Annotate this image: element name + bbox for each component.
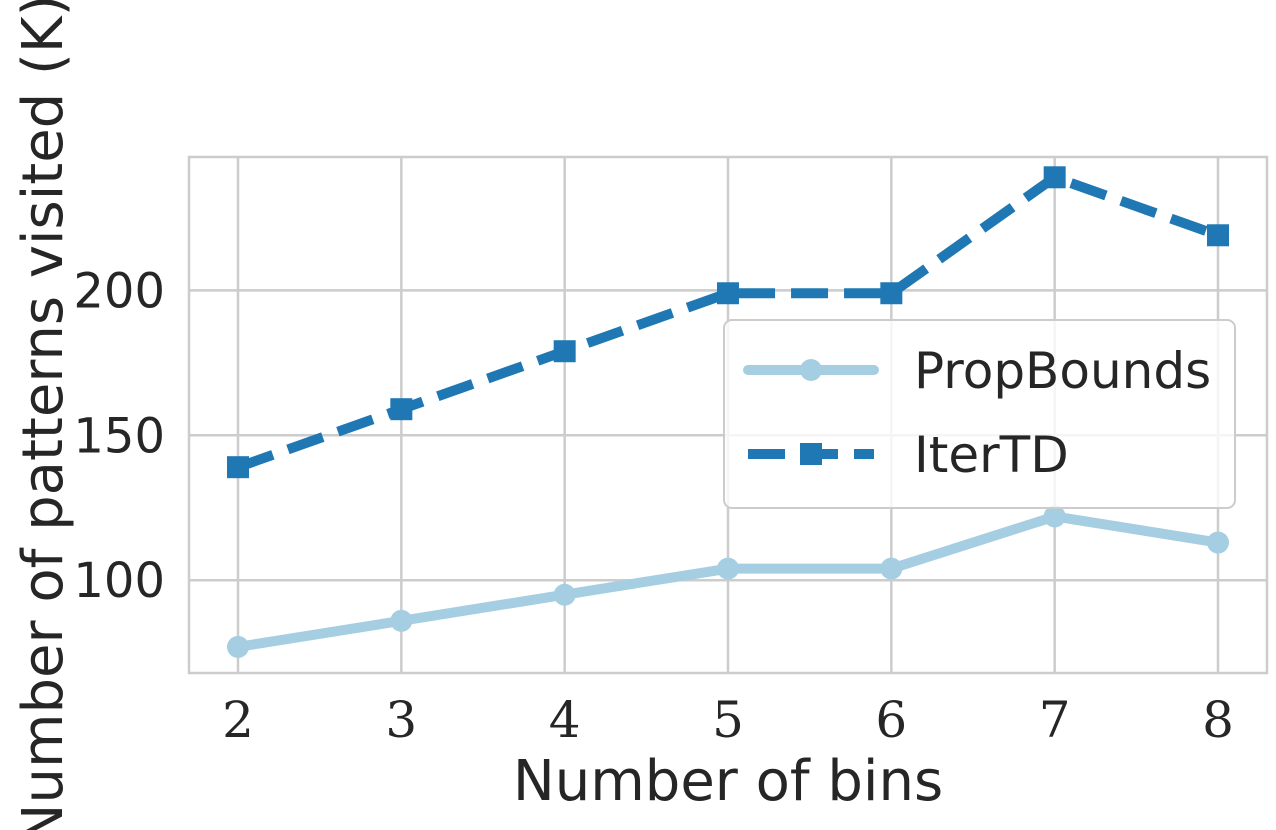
legend: PropBounds IterTD <box>723 319 1236 509</box>
legend-items: PropBounds IterTD <box>743 342 1211 484</box>
data-point <box>717 282 739 305</box>
x-tick-label: 3 <box>385 691 417 749</box>
y-tick-labels: 100 150 200 <box>73 263 165 609</box>
data-point <box>553 340 576 363</box>
data-point <box>880 557 903 580</box>
data-point <box>227 456 249 479</box>
data-point <box>553 583 576 606</box>
y-tick-label: 200 <box>73 263 165 319</box>
x-axis-label: Number of bins <box>513 749 943 814</box>
data-point <box>1207 224 1229 247</box>
data-point <box>1043 166 1066 189</box>
y-axis-label: Number of patterns visited (K) <box>11 0 76 830</box>
x-tick-label: 4 <box>549 691 581 749</box>
x-tick-label: 7 <box>1039 691 1071 749</box>
data-point <box>390 609 413 632</box>
data-point <box>227 635 249 658</box>
data-point <box>880 282 903 305</box>
x-tick-label: 6 <box>875 691 907 749</box>
x-tick-labels: 2 3 4 5 6 7 8 <box>222 691 1234 749</box>
legend-label: IterTD <box>914 426 1069 484</box>
x-tick-label: 8 <box>1202 691 1234 749</box>
series-group <box>227 166 1229 658</box>
data-point <box>1043 505 1066 528</box>
x-tick-label: 2 <box>222 691 254 749</box>
y-tick-label: 100 <box>73 553 165 609</box>
data-point <box>1207 531 1229 554</box>
legend-label: PropBounds <box>914 342 1211 400</box>
data-point <box>717 557 739 580</box>
y-tick-label: 150 <box>73 408 165 464</box>
legend-marker <box>800 359 822 381</box>
data-point <box>390 398 413 421</box>
x-tick-label: 5 <box>712 691 744 749</box>
plot-frame <box>187 155 1269 675</box>
legend-marker <box>800 443 822 465</box>
